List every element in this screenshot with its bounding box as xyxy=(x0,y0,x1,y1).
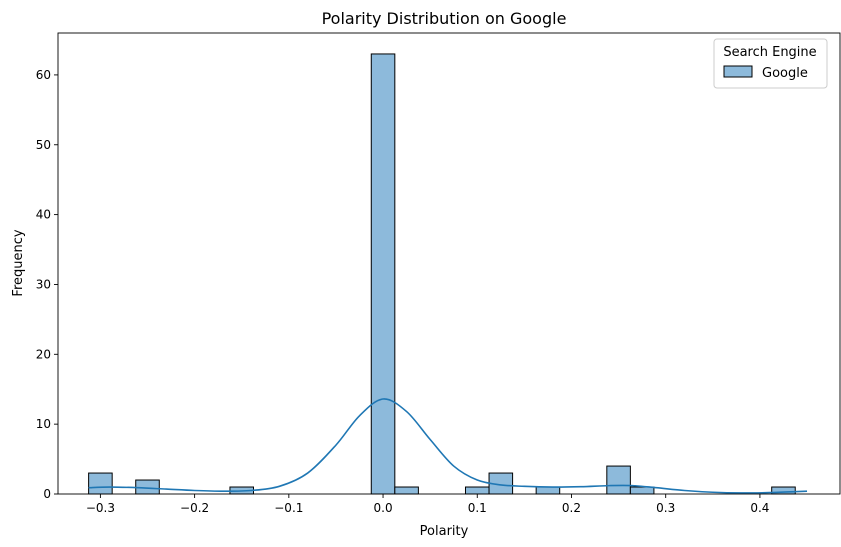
chart-title: Polarity Distribution on Google xyxy=(322,9,567,28)
histogram-bar xyxy=(629,486,655,495)
y-tick-label: 20 xyxy=(36,347,51,361)
x-tick-label: 0.3 xyxy=(656,501,675,515)
histogram-bar xyxy=(606,465,631,495)
y-axis-label: Frequency xyxy=(11,229,26,296)
legend: Search Engine Google xyxy=(713,38,828,89)
histogram-bar xyxy=(88,472,113,495)
y-tick-label: 50 xyxy=(36,138,51,152)
x-tick-label: 0.0 xyxy=(374,501,393,515)
histogram-bar xyxy=(535,486,561,495)
legend-title: Search Engine xyxy=(723,45,816,60)
legend-entry-google: Google xyxy=(762,66,808,81)
x-axis-ticks: −0.3 −0.2 −0.1 0.0 0.1 0.2 0.3 0.4 xyxy=(86,494,769,515)
kde-curve xyxy=(88,398,808,494)
x-axis-label: Polarity xyxy=(420,524,469,539)
histogram-bar xyxy=(464,486,490,495)
plot-frame xyxy=(57,32,841,495)
y-tick-label: 10 xyxy=(36,417,51,431)
y-tick-label: 60 xyxy=(36,68,51,82)
y-tick-label: 40 xyxy=(36,208,51,222)
x-tick-label: 0.1 xyxy=(468,501,487,515)
histogram-bar xyxy=(370,53,396,495)
x-tick-label: −0.2 xyxy=(180,501,209,515)
x-tick-label: 0.4 xyxy=(750,501,769,515)
bars-group xyxy=(88,53,796,495)
y-axis-ticks: 0 10 20 30 40 50 60 xyxy=(36,68,58,501)
histogram-bar xyxy=(394,486,419,495)
legend-swatch-google xyxy=(723,65,753,78)
x-tick-label: −0.3 xyxy=(86,501,115,515)
plot-area xyxy=(88,53,808,495)
y-tick-label: 30 xyxy=(36,277,51,291)
x-tick-label: −0.1 xyxy=(274,501,303,515)
y-tick-label: 0 xyxy=(43,487,51,501)
x-tick-label: 0.2 xyxy=(562,501,581,515)
